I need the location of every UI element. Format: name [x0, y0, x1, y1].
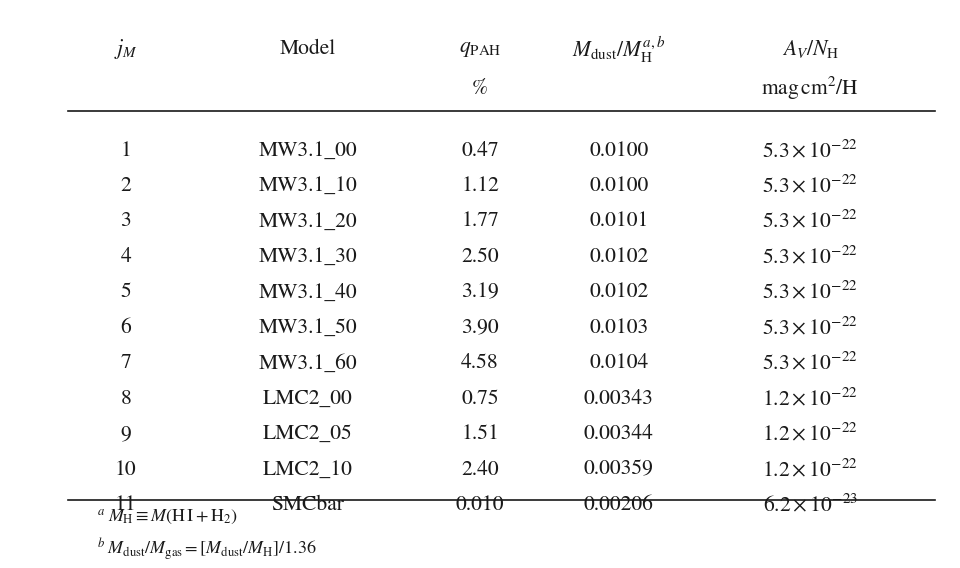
Text: 0.0103: 0.0103 [589, 318, 648, 338]
Text: MW3.1_60: MW3.1_60 [258, 354, 357, 373]
Text: MW3.1_00: MW3.1_00 [258, 141, 357, 161]
Text: 0.010: 0.010 [456, 495, 504, 515]
Text: 6: 6 [120, 318, 132, 338]
Text: $q_\mathrm{PAH}$: $q_\mathrm{PAH}$ [459, 39, 501, 59]
Text: Model: Model [279, 39, 336, 59]
Text: 0.00359: 0.00359 [584, 460, 654, 480]
Text: 3.19: 3.19 [461, 283, 499, 302]
Text: 0.0101: 0.0101 [589, 212, 649, 232]
Text: LMC2_05: LMC2_05 [263, 424, 352, 444]
Text: 5: 5 [120, 283, 132, 302]
Text: 2.50: 2.50 [461, 247, 499, 267]
Text: 0.47: 0.47 [461, 141, 499, 161]
Text: 3.90: 3.90 [461, 318, 499, 338]
Text: 0.0102: 0.0102 [589, 247, 648, 267]
Text: $6.2 \times 10^{-23}$: $6.2 \times 10^{-23}$ [763, 494, 857, 516]
Text: %: % [472, 79, 488, 99]
Text: $^b\;M_\mathrm{dust}/M_\mathrm{gas} = [M_\mathrm{dust}/M_\mathrm{H}]/1.36$: $^b\;M_\mathrm{dust}/M_\mathrm{gas} = [M… [97, 537, 317, 563]
Text: 8: 8 [120, 389, 132, 409]
Text: $5.3 \times 10^{-22}$: $5.3 \times 10^{-22}$ [762, 246, 858, 268]
Text: $5.3 \times 10^{-22}$: $5.3 \times 10^{-22}$ [762, 317, 858, 339]
Text: MW3.1_20: MW3.1_20 [258, 212, 357, 232]
Text: 0.00344: 0.00344 [584, 424, 654, 444]
Text: $j_M$: $j_M$ [114, 37, 137, 61]
Text: $5.3 \times 10^{-22}$: $5.3 \times 10^{-22}$ [762, 175, 858, 197]
Text: 2: 2 [120, 176, 132, 196]
Text: 1.77: 1.77 [461, 212, 499, 232]
Text: $1.2 \times 10^{-22}$: $1.2 \times 10^{-22}$ [762, 459, 858, 481]
Text: 0.75: 0.75 [461, 389, 499, 409]
Text: 9: 9 [120, 424, 132, 444]
Text: $5.3 \times 10^{-22}$: $5.3 \times 10^{-22}$ [762, 210, 858, 233]
Text: 11: 11 [115, 495, 136, 515]
Text: $\mathrm{mag\,cm}^2\mathrm{/H}$: $\mathrm{mag\,cm}^2\mathrm{/H}$ [761, 75, 859, 102]
Text: 2.40: 2.40 [461, 460, 499, 480]
Text: SMCbar: SMCbar [272, 495, 344, 515]
Text: 0.0100: 0.0100 [589, 141, 648, 161]
Text: $^a\;M_\mathrm{H} \equiv M(\mathrm{H\,I} + \mathrm{H}_2)$: $^a\;M_\mathrm{H} \equiv M(\mathrm{H\,I}… [97, 507, 238, 526]
Text: $5.3 \times 10^{-22}$: $5.3 \times 10^{-22}$ [762, 352, 858, 375]
Text: MW3.1_10: MW3.1_10 [258, 176, 357, 196]
Text: $A_V/N_\mathrm{H}$: $A_V/N_\mathrm{H}$ [781, 38, 839, 60]
Text: 0.00206: 0.00206 [584, 495, 654, 515]
Text: $5.3 \times 10^{-22}$: $5.3 \times 10^{-22}$ [762, 140, 858, 162]
Text: 1.51: 1.51 [461, 424, 499, 444]
Text: 4.58: 4.58 [461, 354, 499, 373]
Text: 0.0100: 0.0100 [589, 176, 648, 196]
Text: 4: 4 [120, 247, 132, 267]
Text: 0.0102: 0.0102 [589, 283, 648, 302]
Text: LMC2_10: LMC2_10 [263, 460, 352, 480]
Text: $5.3 \times 10^{-22}$: $5.3 \times 10^{-22}$ [762, 281, 858, 304]
Text: $M_\mathrm{dust}/M_\mathrm{H}^{a,b}$: $M_\mathrm{dust}/M_\mathrm{H}^{a,b}$ [572, 34, 665, 65]
Text: LMC2_00: LMC2_00 [263, 389, 352, 409]
Text: 1.12: 1.12 [461, 176, 499, 196]
Text: 1: 1 [120, 141, 132, 161]
Text: 10: 10 [115, 460, 136, 480]
Text: MW3.1_50: MW3.1_50 [258, 318, 357, 338]
Text: $1.2 \times 10^{-22}$: $1.2 \times 10^{-22}$ [762, 388, 858, 410]
Text: MW3.1_40: MW3.1_40 [258, 283, 357, 302]
Text: 3: 3 [120, 212, 132, 232]
Text: 7: 7 [120, 354, 132, 373]
Text: MW3.1_30: MW3.1_30 [258, 247, 357, 267]
Text: 0.0104: 0.0104 [589, 354, 648, 373]
Text: $1.2 \times 10^{-22}$: $1.2 \times 10^{-22}$ [762, 423, 858, 445]
Text: 0.00343: 0.00343 [584, 389, 654, 409]
